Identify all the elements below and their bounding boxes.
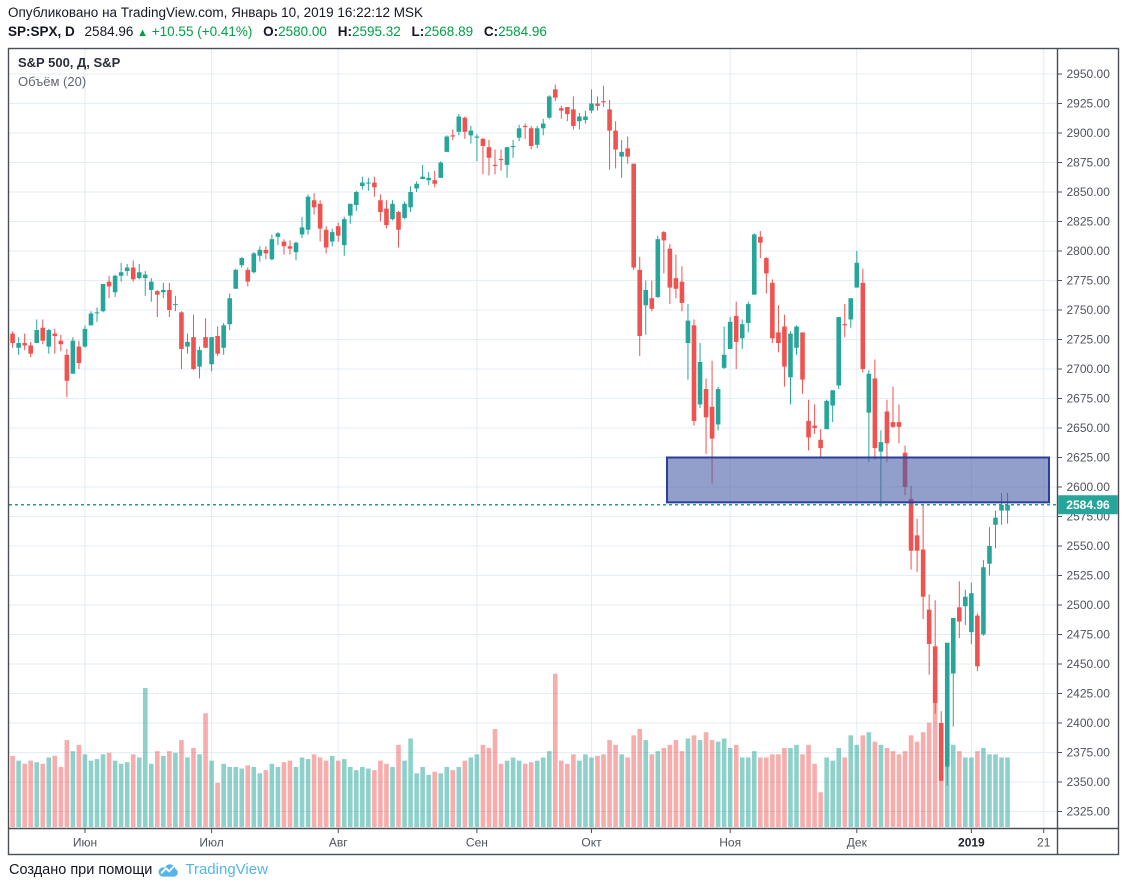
- tradingview-cloud-icon: [158, 863, 179, 877]
- svg-text:Дек: Дек: [847, 836, 868, 850]
- volume-indicator-label: Объём (20): [18, 74, 87, 89]
- svg-text:2875.00: 2875.00: [1067, 156, 1111, 170]
- svg-text:2325.00: 2325.00: [1067, 805, 1111, 819]
- svg-text:21: 21: [1037, 836, 1051, 850]
- svg-text:Ноя: Ноя: [719, 836, 741, 850]
- svg-text:2019: 2019: [958, 836, 985, 850]
- series-title: S&P 500, Д, S&P: [18, 55, 121, 70]
- svg-text:2950.00: 2950.00: [1067, 67, 1111, 81]
- brand-name: TradingView: [185, 861, 268, 878]
- svg-text:Авг: Авг: [329, 836, 348, 850]
- svg-text:2350.00: 2350.00: [1067, 775, 1111, 789]
- svg-text:Сен: Сен: [466, 836, 488, 850]
- svg-text:2475.00: 2475.00: [1067, 628, 1111, 642]
- last-price-label: 2584.96: [1058, 495, 1118, 515]
- tradingview-link[interactable]: TradingView: [157, 861, 268, 878]
- change-value: +10.55 (+0.41%): [151, 24, 253, 39]
- svg-text:2775.00: 2775.00: [1067, 274, 1111, 288]
- created-with-label: Создано при помощи: [9, 861, 153, 878]
- svg-text:2625.00: 2625.00: [1067, 451, 1111, 465]
- svg-text:2825.00: 2825.00: [1067, 215, 1111, 229]
- svg-text:2400.00: 2400.00: [1067, 716, 1111, 730]
- price-chart[interactable]: 2950.00 2925.00 2900.00 2875.00 2850.00 2825.…: [0, 0, 1124, 860]
- svg-text:2900.00: 2900.00: [1067, 126, 1111, 140]
- svg-text:2750.00: 2750.00: [1067, 303, 1111, 317]
- svg-text:2650.00: 2650.00: [1067, 421, 1111, 435]
- low-value: 2568.89: [424, 24, 474, 39]
- svg-text:Июл: Июл: [199, 836, 223, 850]
- open-label: O:: [263, 24, 279, 39]
- svg-text:2584.96: 2584.96: [1066, 498, 1110, 512]
- time-axis[interactable]: Июн Июл Авг Сен Окт Ноя Дек 2019 21: [73, 828, 1051, 850]
- svg-text:2600.00: 2600.00: [1067, 480, 1111, 494]
- svg-text:2925.00: 2925.00: [1067, 97, 1111, 111]
- low-label: L:: [411, 24, 425, 39]
- svg-text:Июн: Июн: [73, 836, 97, 850]
- last-price: 2584.96: [84, 24, 134, 39]
- published-line: Опубликовано на TradingView.com, Январь …: [8, 5, 423, 20]
- attribution-footer: Создано при помощи TradingView: [9, 861, 268, 878]
- svg-text:2525.00: 2525.00: [1067, 569, 1111, 583]
- high-label: H:: [337, 24, 352, 39]
- chart-frame: [7, 47, 1120, 856]
- rectangle-drawing[interactable]: [666, 456, 1050, 504]
- svg-text:2500.00: 2500.00: [1067, 598, 1111, 612]
- svg-text:2550.00: 2550.00: [1067, 539, 1111, 553]
- price-axis[interactable]: 2950.00 2925.00 2900.00 2875.00 2850.00 2825.…: [1057, 67, 1111, 819]
- svg-text:2450.00: 2450.00: [1067, 657, 1111, 671]
- change-arrow-icon: ▲: [137, 27, 149, 39]
- chart-header: Опубликовано на TradingView.com, Январь …: [8, 4, 547, 42]
- chart-legend: S&P 500, Д, S&P Объём (20): [18, 54, 120, 90]
- svg-text:2800.00: 2800.00: [1067, 244, 1111, 258]
- volume-bars: [10, 673, 1010, 827]
- svg-text:2375.00: 2375.00: [1067, 746, 1111, 760]
- svg-text:Окт: Окт: [581, 836, 602, 850]
- svg-text:2425.00: 2425.00: [1067, 687, 1111, 701]
- symbol-label: SP:SPX, D: [8, 24, 75, 39]
- svg-text:2725.00: 2725.00: [1067, 333, 1111, 347]
- close-value: 2584.96: [498, 24, 547, 39]
- candles-layer: [10, 84, 1010, 786]
- svg-text:2700.00: 2700.00: [1067, 362, 1111, 376]
- open-value: 2580.00: [278, 24, 327, 39]
- svg-text:2850.00: 2850.00: [1067, 185, 1111, 199]
- svg-text:2675.00: 2675.00: [1067, 392, 1111, 406]
- symbol-ohlc-line: SP:SPX, D 2584.96 ▲ +10.55 (+0.41%) O:25…: [8, 23, 547, 42]
- high-value: 2595.32: [351, 24, 401, 39]
- close-label: C:: [483, 24, 499, 39]
